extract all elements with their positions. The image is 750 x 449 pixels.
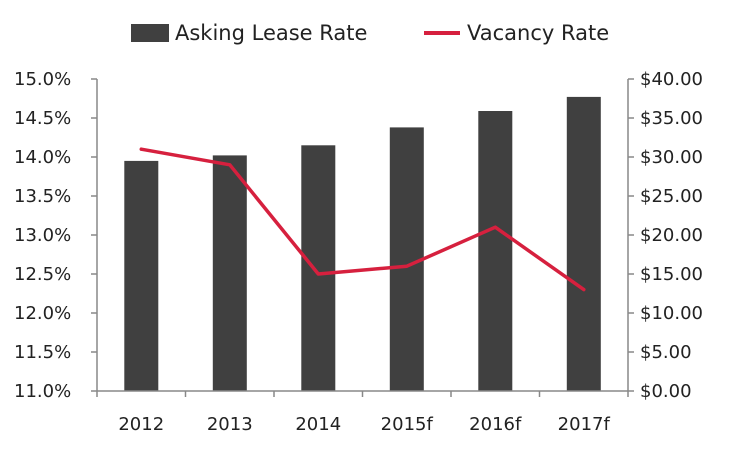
bar-2014 (301, 145, 336, 391)
legend: Asking Lease Rate Vacancy Rate (131, 21, 609, 45)
left-tick-label: 14.5% (14, 108, 71, 129)
x-tick-label: 2017f (558, 414, 611, 435)
point-2012 (139, 147, 143, 151)
x-tick-label: 2015f (381, 414, 434, 435)
right-tick-label: $0.00 (640, 381, 692, 402)
left-tick-label: 12.5% (14, 264, 71, 285)
bar-2015f (389, 127, 424, 392)
left-tick-label: 12.0% (14, 303, 71, 324)
point-2017f (582, 288, 586, 292)
vacancy-rate-line (139, 147, 586, 292)
right-tick-label: $35.00 (640, 108, 703, 129)
right-tick-label: $25.00 (640, 186, 703, 207)
point-2014 (316, 272, 320, 276)
left-tick-label: 13.5% (14, 186, 71, 207)
x-axis-ticks: 2012 2013 2014 2015f 2016f 2017f (96, 391, 629, 435)
left-tick-label: 11.0% (14, 381, 71, 402)
bar-2013 (212, 155, 247, 391)
axes (96, 79, 629, 392)
bar-series-asking-lease-rate (124, 96, 601, 392)
x-tick-label: 2013 (207, 414, 253, 435)
point-2013 (228, 163, 232, 167)
right-tick-label: $15.00 (640, 264, 703, 285)
left-axis-ticks: 11.0% 11.5% 12.0% 12.5% 13.0% 13.5% 14.0% 14.5%… (14, 69, 97, 402)
bar-2012 (124, 160, 159, 391)
right-tick-label: $5.00 (640, 342, 692, 363)
right-tick-label: $10.00 (640, 303, 703, 324)
legend-label-asking-lease-rate: Asking Lease Rate (175, 21, 367, 45)
line-series-vacancy-rate (139, 147, 586, 292)
left-tick-label: 15.0% (14, 69, 71, 90)
point-2015f (405, 264, 409, 268)
right-tick-label: $30.00 (640, 147, 703, 168)
legend-label-vacancy-rate: Vacancy Rate (467, 21, 609, 45)
point-2016f (493, 225, 497, 229)
right-axis-ticks: $0.00 $5.00 $10.00 $15.00 $20.00 $25.00 $30.00… (628, 69, 703, 402)
x-tick-label: 2012 (118, 414, 164, 435)
right-tick-label: $40.00 (640, 69, 703, 90)
x-tick-label: 2016f (469, 414, 522, 435)
left-tick-label: 14.0% (14, 147, 71, 168)
x-tick-label: 2014 (295, 414, 341, 435)
legend-swatch-asking-lease-rate (131, 24, 169, 42)
right-tick-label: $20.00 (640, 225, 703, 246)
bar-2016f (478, 111, 513, 391)
left-tick-label: 13.0% (14, 225, 71, 246)
bar-2017f (566, 96, 601, 392)
left-tick-label: 11.5% (14, 342, 71, 363)
